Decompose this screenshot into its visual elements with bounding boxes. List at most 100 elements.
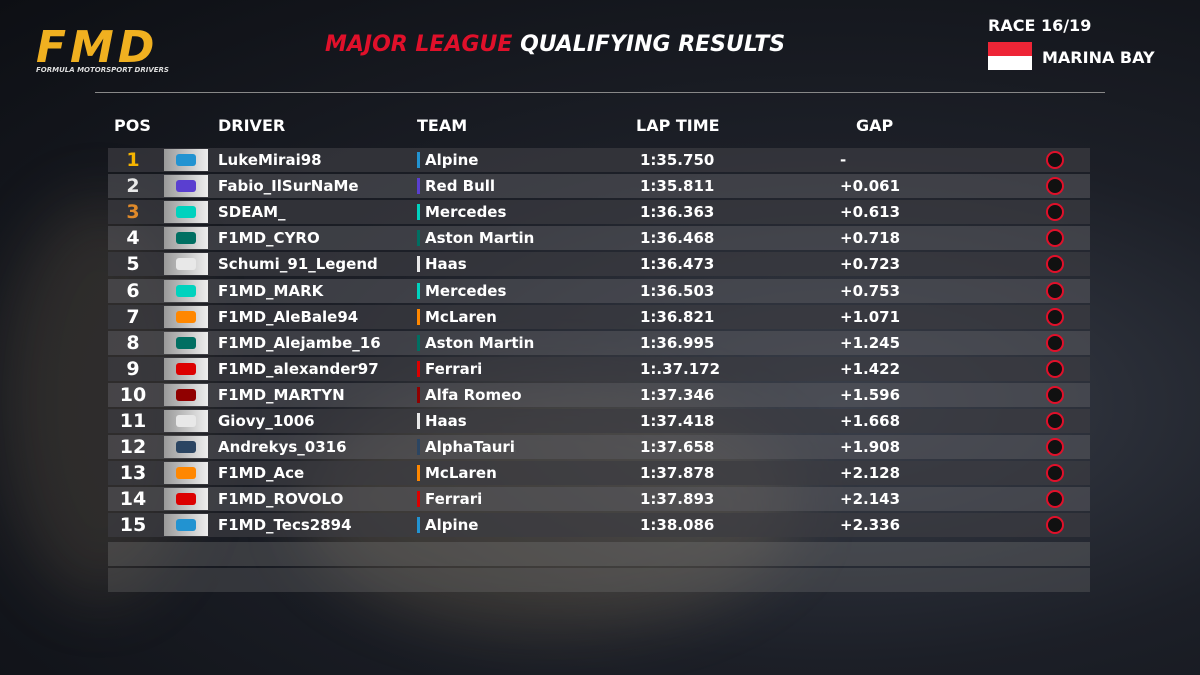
team-logo-mark: [176, 284, 196, 297]
gap: +2.336: [840, 516, 901, 535]
race-number: RACE 16/19: [988, 16, 1092, 35]
team-color-bar: [417, 282, 420, 299]
logo: FMD: [36, 22, 159, 73]
result-row: 2 Fabio_IlSurNaMe Red Bull 1:35.811 +0.061: [108, 174, 1090, 199]
lap-time: 1:37.893: [640, 490, 715, 509]
driver: F1MD_MARTYN: [218, 385, 345, 404]
status-icon: [1046, 385, 1064, 404]
driver: SDEAM_: [218, 203, 286, 222]
status-icon: [1046, 438, 1064, 457]
lap-time: 1:35.811: [640, 177, 715, 196]
lap-time: 1:36.503: [640, 281, 715, 300]
result-row: 14 F1MD_ROVOLO Ferrari 1:37.893 +2.143: [108, 487, 1090, 512]
gap: +1.668: [840, 412, 901, 430]
lap-time: 1:36.468: [640, 229, 715, 248]
position: 9: [126, 357, 140, 380]
team: Alpine: [425, 151, 479, 169]
empty-row: [108, 568, 1090, 592]
team-color-bar: [417, 413, 420, 429]
lap-time: 1:37.878: [640, 464, 715, 483]
result-row: 12 Andrekys_0316 AlphaTauri 1:37.658 +1.908: [108, 435, 1090, 460]
driver: F1MD_ROVOLO: [218, 490, 344, 509]
team: Ferrari: [425, 490, 483, 509]
team-color-bar: [417, 152, 420, 168]
team-color-bar: [417, 308, 420, 325]
status-icon: [1046, 151, 1064, 169]
status-icon: [1046, 359, 1064, 378]
team-color-bar: [417, 386, 420, 403]
result-row: 4 F1MD_CYRO Aston Martin 1:36.468 +0.718: [108, 226, 1090, 251]
venue: MARINA BAY: [1042, 48, 1155, 67]
status-icon: [1046, 177, 1064, 196]
status-icon: [1046, 464, 1064, 483]
team: Aston Martin: [425, 229, 535, 248]
team: Haas: [425, 255, 467, 274]
driver: F1MD_Ace: [218, 464, 305, 483]
position: 11: [119, 410, 147, 432]
title-highlight: MAJOR LEAGUE: [325, 32, 513, 57]
driver: F1MD_Tecs2894: [218, 516, 352, 535]
gap: +2.128: [840, 464, 901, 483]
team: AlphaTauri: [425, 438, 515, 457]
driver: Fabio_IlSurNaMe: [218, 177, 359, 196]
title-text: QUALIFYING RESULTS: [520, 32, 786, 57]
lap-time: 1:37.418: [640, 412, 715, 430]
team: McLaren: [425, 464, 497, 483]
team-logo-mark: [176, 310, 196, 323]
team-logo-mark: [176, 232, 196, 245]
logo-subtitle: FORMULA MOTORSPORT DRIVERS: [36, 66, 169, 74]
gap: +0.753: [840, 281, 901, 300]
column-header: GAP: [856, 116, 894, 135]
gap: +1.245: [840, 333, 901, 352]
gap: +1.071: [840, 307, 901, 326]
position: 15: [119, 514, 147, 537]
gap: +0.718: [840, 229, 901, 248]
team-logo-mark: [176, 415, 196, 427]
position: 7: [126, 305, 140, 328]
position: 4: [126, 227, 140, 250]
position: 2: [126, 175, 140, 198]
team: Alfa Romeo: [425, 385, 522, 404]
status-icon: [1046, 412, 1064, 430]
driver: F1MD_alexander97: [218, 359, 379, 378]
team-color-bar: [417, 439, 420, 456]
team-color-bar: [417, 360, 420, 377]
team: Red Bull: [425, 177, 496, 196]
driver: Giovy_1006: [218, 412, 315, 430]
gap: +0.061: [840, 177, 901, 196]
team-logo-mark: [176, 336, 196, 349]
gap: +0.723: [840, 255, 901, 274]
team: Alpine: [425, 516, 479, 535]
team-logo-mark: [176, 206, 196, 219]
team: Mercedes: [425, 203, 507, 222]
result-row: 10 F1MD_MARTYN Alfa Romeo 1:37.346 +1.596: [108, 382, 1090, 407]
lap-time: 1:36.995: [640, 333, 715, 352]
divider: [95, 92, 1105, 93]
team: Aston Martin: [425, 333, 535, 352]
status-icon: [1046, 333, 1064, 352]
position: 1: [126, 149, 140, 171]
driver: F1MD_CYRO: [218, 229, 320, 248]
result-row: 11 Giovy_1006 Haas 1:37.418 +1.668: [108, 409, 1090, 433]
driver: Schumi_91_Legend: [218, 255, 378, 274]
result-row: 9 F1MD_alexander97 Ferrari 1:.37.172 +1.422: [108, 356, 1090, 381]
position: 13: [119, 462, 147, 485]
empty-row: [108, 542, 1090, 566]
driver: Andrekys_0316: [218, 438, 347, 457]
result-row: 13 F1MD_Ace McLaren 1:37.878 +2.128: [108, 461, 1090, 486]
lap-time: 1:35.750: [640, 151, 715, 169]
position: 6: [126, 279, 140, 302]
gap: -: [840, 151, 847, 169]
team-color-bar: [417, 491, 420, 508]
lap-time: 1:36.821: [640, 307, 715, 326]
position: 8: [126, 331, 140, 354]
team-color-bar: [417, 465, 420, 482]
driver: F1MD_MARK: [218, 281, 324, 300]
position: 10: [119, 383, 147, 406]
team-logo-mark: [176, 180, 196, 193]
column-header: DRIVER: [218, 116, 286, 135]
status-icon: [1046, 203, 1064, 222]
result-row: 5 Schumi_91_Legend Haas 1:36.473 +0.723: [108, 252, 1090, 277]
title: MAJOR LEAGUE QUALIFYING RESULTS: [325, 32, 785, 57]
